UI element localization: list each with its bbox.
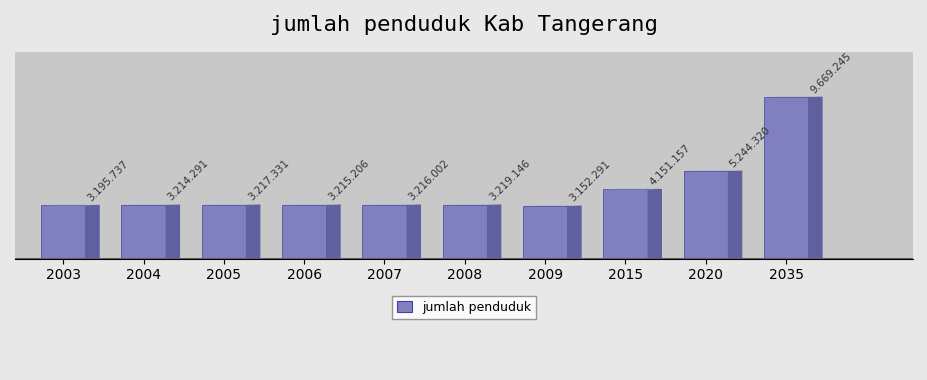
Polygon shape <box>647 189 661 259</box>
Legend: jumlah penduduk: jumlah penduduk <box>391 296 536 318</box>
Bar <box>41 205 85 259</box>
Polygon shape <box>362 204 421 205</box>
Polygon shape <box>487 204 501 259</box>
Text: 3.214.291: 3.214.291 <box>166 158 210 203</box>
Polygon shape <box>165 204 180 259</box>
Polygon shape <box>406 204 421 259</box>
Text: 4.151.157: 4.151.157 <box>647 142 692 187</box>
Text: 5.244.320: 5.244.320 <box>727 124 772 169</box>
Polygon shape <box>807 97 821 259</box>
Polygon shape <box>727 171 742 259</box>
Text: 3.217.331: 3.217.331 <box>246 158 290 203</box>
Polygon shape <box>121 204 180 205</box>
Bar <box>763 97 807 259</box>
Text: 3.152.291: 3.152.291 <box>566 159 611 204</box>
Polygon shape <box>442 204 501 205</box>
Text: 3.215.206: 3.215.206 <box>326 158 371 203</box>
Bar <box>362 205 406 259</box>
Polygon shape <box>246 204 260 259</box>
Bar <box>282 205 326 259</box>
Polygon shape <box>282 204 340 205</box>
Bar <box>603 189 647 259</box>
Text: 3.195.737: 3.195.737 <box>85 158 130 203</box>
Text: 3.216.002: 3.216.002 <box>406 158 451 203</box>
Title: jumlah penduduk Kab Tangerang: jumlah penduduk Kab Tangerang <box>270 15 657 35</box>
Text: 3.219.146: 3.219.146 <box>487 158 531 203</box>
Bar <box>201 205 246 259</box>
Bar <box>523 206 566 259</box>
Bar <box>121 205 165 259</box>
Polygon shape <box>85 205 99 259</box>
Bar <box>442 205 487 259</box>
Text: 9.669.245: 9.669.245 <box>807 51 852 95</box>
Bar <box>683 171 727 259</box>
Polygon shape <box>326 204 340 259</box>
Polygon shape <box>566 206 581 259</box>
Polygon shape <box>201 204 260 205</box>
